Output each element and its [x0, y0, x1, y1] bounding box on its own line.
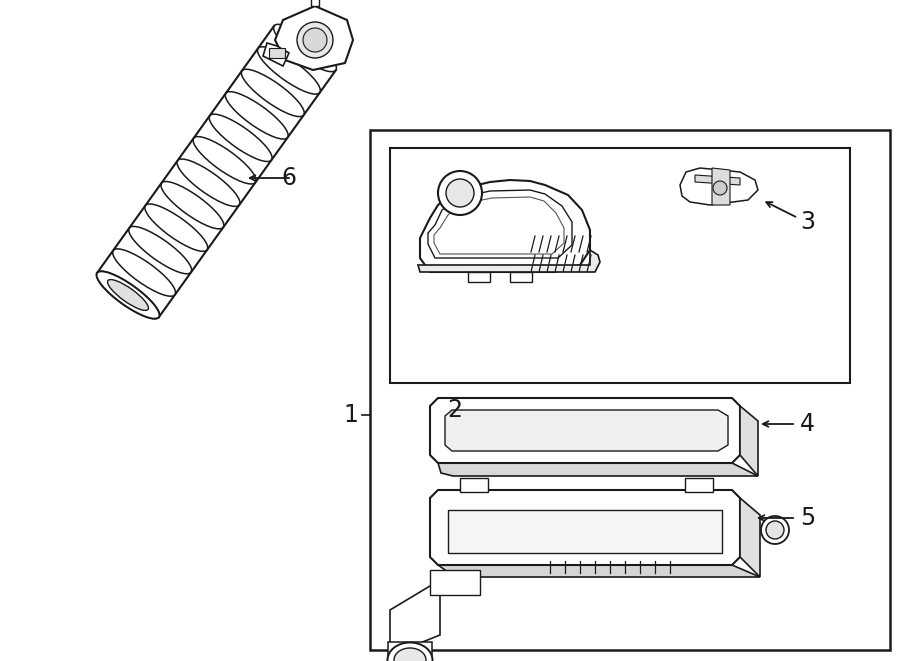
Polygon shape: [680, 168, 758, 205]
Ellipse shape: [96, 271, 159, 319]
Polygon shape: [430, 398, 740, 463]
Ellipse shape: [107, 280, 148, 311]
Text: 6: 6: [281, 166, 296, 190]
Polygon shape: [311, 0, 319, 6]
Polygon shape: [740, 406, 758, 476]
Ellipse shape: [394, 648, 426, 661]
Polygon shape: [388, 642, 432, 661]
Polygon shape: [448, 510, 722, 553]
Circle shape: [303, 28, 327, 52]
Polygon shape: [445, 410, 728, 451]
Polygon shape: [97, 26, 336, 317]
Circle shape: [438, 171, 482, 215]
Polygon shape: [438, 463, 758, 476]
Text: 2: 2: [447, 398, 463, 422]
Circle shape: [761, 516, 789, 544]
Polygon shape: [263, 43, 289, 66]
Circle shape: [713, 181, 727, 195]
Bar: [269, 48, 285, 58]
Circle shape: [297, 22, 333, 58]
Polygon shape: [420, 180, 590, 272]
Bar: [370, 130, 890, 650]
Bar: [390, 148, 850, 383]
Polygon shape: [418, 250, 600, 272]
Text: 1: 1: [343, 403, 358, 427]
Ellipse shape: [388, 642, 433, 661]
Polygon shape: [510, 272, 532, 282]
Circle shape: [766, 521, 784, 539]
Bar: [685, 478, 713, 492]
Polygon shape: [740, 498, 760, 577]
Bar: [460, 478, 488, 492]
Polygon shape: [430, 570, 480, 595]
Polygon shape: [275, 6, 353, 70]
Polygon shape: [712, 168, 730, 205]
Polygon shape: [468, 272, 490, 282]
Circle shape: [446, 179, 474, 207]
Text: 5: 5: [800, 506, 815, 530]
Text: 4: 4: [800, 412, 815, 436]
Polygon shape: [390, 580, 440, 655]
Polygon shape: [695, 175, 740, 185]
Polygon shape: [438, 565, 760, 577]
Text: 3: 3: [800, 210, 815, 234]
Polygon shape: [430, 490, 740, 565]
